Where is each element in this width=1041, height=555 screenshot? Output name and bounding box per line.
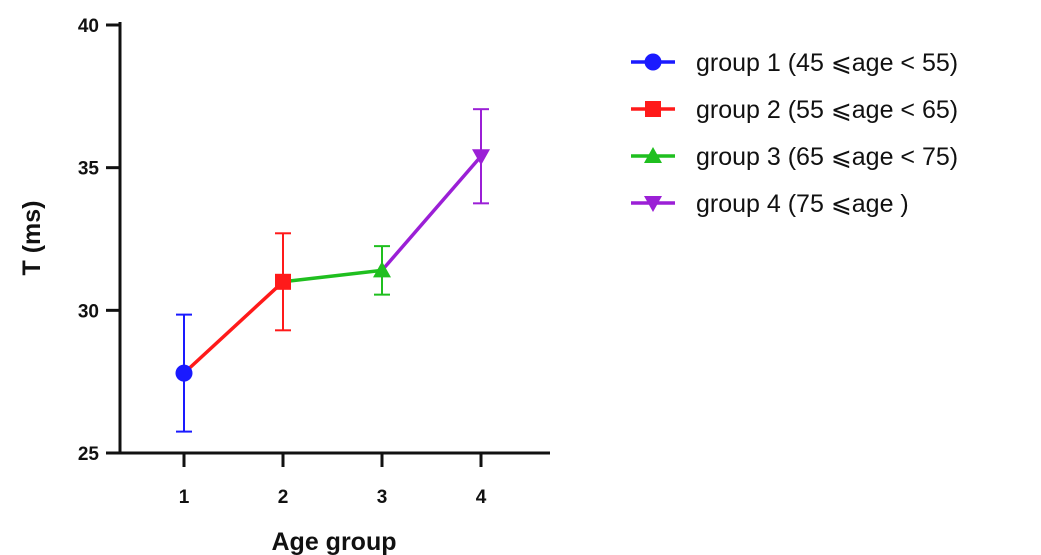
- legend-marker: [644, 147, 662, 163]
- x-tick-label: 4: [476, 487, 487, 508]
- x-axis-title: Age group: [272, 528, 397, 555]
- x-tick-label: 3: [377, 487, 388, 508]
- x-tick-label: 2: [278, 487, 289, 508]
- series-line-segment: [282, 268, 383, 284]
- y-tick-label: 30: [78, 301, 99, 322]
- data-point: [175, 364, 193, 382]
- x-tick-label: 1: [179, 487, 190, 508]
- axes: Age group T (ms) 25 30 35 40 1 2 3 4: [18, 16, 550, 555]
- legend-item: group 3 (65 ⩽age < 75): [631, 143, 958, 171]
- data-point: [275, 273, 291, 290]
- legend-marker: [645, 101, 661, 117]
- y-tick-label: 25: [78, 444, 100, 465]
- y-tick-label: 35: [78, 159, 100, 180]
- legend-item: group 1 (45 ⩽age < 55): [631, 49, 958, 77]
- legend-label: group 3 (65 ⩽age < 75): [696, 143, 958, 171]
- legend-item: group 4 (75 ⩽age ): [631, 190, 909, 218]
- y-tick-label: 40: [78, 16, 99, 37]
- plot-area: [175, 108, 490, 433]
- series-line-segment: [380, 155, 483, 272]
- legend-label: group 2 (55 ⩽age < 65): [696, 96, 958, 124]
- legend-marker: [644, 196, 662, 212]
- legend: group 1 (45 ⩽age < 55) group 2 (55 ⩽age <…: [631, 49, 958, 218]
- legend-marker: [644, 53, 662, 71]
- legend-item: group 2 (55 ⩽age < 65): [631, 96, 958, 124]
- y-axis-title: T (ms): [18, 201, 46, 276]
- data-point: [373, 261, 391, 278]
- data-point: [472, 149, 490, 166]
- legend-label: group 4 (75 ⩽age ): [696, 190, 909, 218]
- legend-label: group 1 (45 ⩽age < 55): [696, 49, 958, 77]
- series-line-segment: [182, 280, 285, 375]
